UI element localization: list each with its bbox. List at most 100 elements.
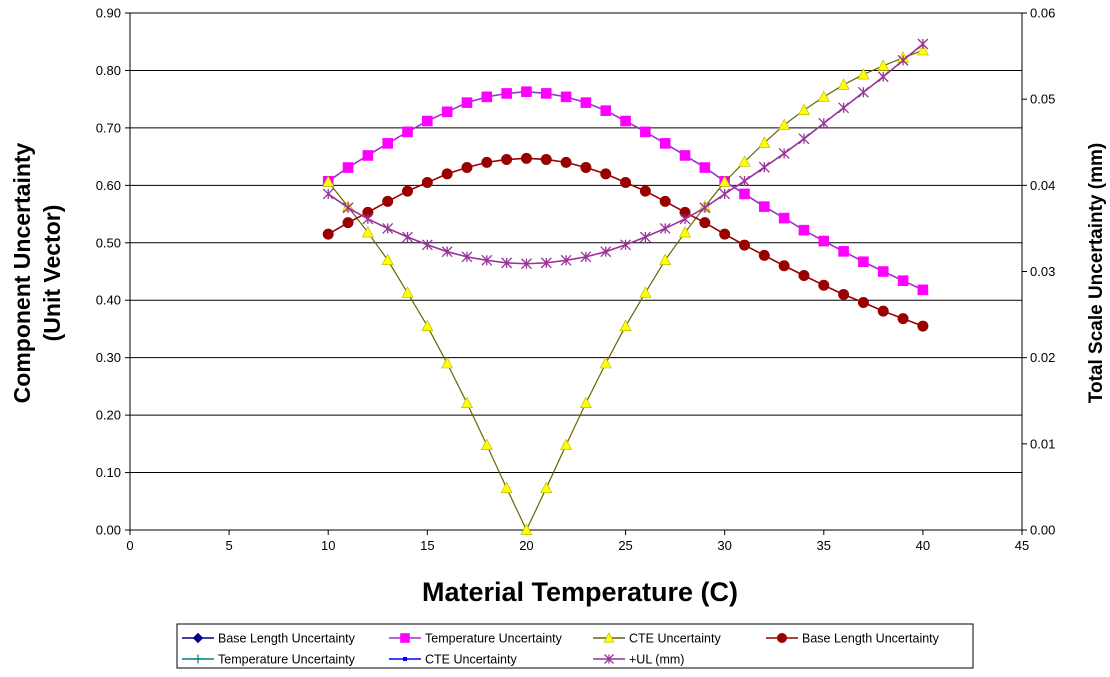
data-point	[481, 156, 493, 168]
x-tick-label: 10	[321, 538, 335, 553]
data-point	[620, 239, 632, 251]
data-point	[739, 188, 750, 200]
data-point	[659, 222, 671, 234]
y-tick-label: 0.30	[96, 350, 121, 365]
data-point	[579, 396, 592, 408]
data-point	[758, 249, 770, 261]
series-base-length-uncertainty	[322, 152, 929, 332]
data-point	[838, 288, 850, 300]
legend-entry: Base Length Uncertainty	[766, 632, 940, 646]
data-point	[739, 175, 750, 187]
legend-entry: CTE Uncertainty	[593, 632, 721, 646]
data-point	[858, 256, 869, 268]
data-point	[560, 438, 573, 450]
data-point	[342, 202, 354, 214]
y2-tick-label: 0.01	[1030, 436, 1055, 451]
data-point	[461, 162, 473, 174]
data-point	[501, 88, 512, 99]
legend-box	[176, 623, 974, 669]
data-point	[520, 258, 532, 270]
data-point	[580, 97, 592, 108]
data-point	[362, 213, 374, 225]
data-point	[640, 126, 651, 138]
data-point	[441, 246, 453, 258]
legend-marker	[403, 657, 407, 661]
y-tick-label: 0.40	[96, 293, 121, 308]
data-point	[322, 228, 334, 240]
y-tick-label: 0.50	[96, 235, 121, 250]
data-point	[580, 251, 592, 263]
data-point	[817, 90, 830, 102]
legend-marker	[400, 633, 410, 643]
legend-label: Base Length Uncertainty	[802, 632, 940, 646]
data-point	[877, 305, 889, 317]
data-point	[679, 226, 692, 238]
data-point	[422, 115, 433, 127]
legend-marker	[603, 632, 615, 643]
legend-marker	[192, 632, 204, 644]
data-point	[917, 284, 929, 296]
data-point	[600, 105, 612, 116]
data-point	[838, 246, 849, 257]
data-point	[916, 43, 929, 56]
legend-label: CTE Uncertainty	[629, 632, 721, 646]
data-point	[639, 231, 651, 243]
data-point	[520, 523, 533, 535]
series-temperature-uncertainty	[322, 86, 929, 296]
data-point	[738, 155, 751, 167]
y-tick-label: 0.70	[96, 120, 121, 135]
data-point	[659, 138, 671, 149]
y2-tick-label: 0.06	[1030, 6, 1055, 21]
data-point	[540, 481, 553, 493]
data-point	[401, 286, 414, 298]
data-point	[857, 297, 869, 309]
data-point	[382, 222, 394, 234]
data-point	[501, 153, 513, 165]
x-tick-label: 5	[225, 538, 232, 553]
y-axis-title: Component Uncertainty (Unit Vector)	[9, 142, 65, 403]
legend-label: Base Length Uncertainty	[218, 632, 356, 646]
data-point	[362, 150, 374, 161]
data-point	[639, 185, 651, 197]
y-axis-title-line: Component Uncertainty	[9, 142, 35, 403]
legend-entry: Temperature Uncertainty	[182, 653, 356, 667]
data-point	[917, 38, 929, 50]
y-axis-title-line: (Unit Vector)	[39, 205, 65, 342]
data-point	[500, 481, 513, 493]
data-point	[382, 195, 394, 207]
y-tick-label: 0.00	[96, 523, 121, 538]
data-point	[402, 231, 413, 243]
data-point	[838, 102, 850, 114]
data-point	[778, 260, 790, 272]
x-tick-label: 25	[618, 538, 632, 553]
y-tick-label: 0.20	[96, 408, 121, 423]
data-point	[897, 313, 909, 325]
data-point	[520, 152, 532, 164]
data-point	[877, 266, 889, 277]
y2-tick-label: 0.05	[1030, 92, 1055, 107]
data-point	[699, 217, 711, 229]
legend-entry: CTE Uncertainty	[389, 653, 517, 667]
legend: Base Length Uncertainty Temperature Uncer…	[176, 623, 974, 669]
data-point	[481, 91, 493, 103]
data-point	[441, 168, 453, 180]
x-tick-label: 35	[817, 538, 831, 553]
y2-axis-title: Total Scale Uncertainty (mm)	[1086, 143, 1107, 403]
data-point	[540, 153, 552, 165]
data-point	[342, 217, 354, 229]
legend-label: Temperature Uncertainty	[425, 632, 563, 646]
legend-label: +UL (mm)	[629, 653, 684, 667]
data-point	[837, 78, 850, 90]
data-point	[620, 115, 631, 127]
data-point	[619, 319, 632, 331]
data-point	[322, 188, 334, 200]
data-point	[699, 162, 711, 173]
data-point	[600, 246, 612, 258]
data-point	[759, 201, 770, 212]
y2-tick-label: 0.03	[1030, 264, 1055, 279]
data-point	[560, 254, 572, 266]
data-point	[778, 212, 790, 224]
data-point	[699, 202, 711, 214]
legend-marker	[777, 633, 787, 643]
